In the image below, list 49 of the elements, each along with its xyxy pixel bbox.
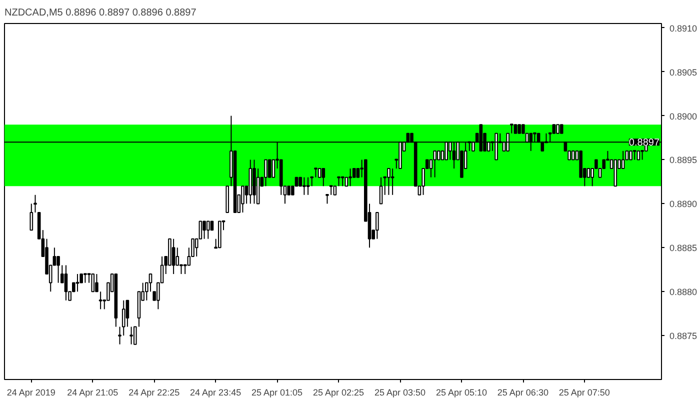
y-tick-label: 0.8900 [670, 111, 698, 122]
candlestick [176, 247, 180, 266]
candlestick [379, 176, 383, 204]
x-tick-label: 25 Apr 05:10 [436, 388, 487, 398]
y-tick-label: 0.8905 [670, 67, 698, 78]
candlestick [348, 168, 352, 187]
candlestick [91, 274, 95, 292]
y-tick-label: 0.8895 [670, 155, 698, 166]
candlestick [314, 168, 318, 178]
candlestick [241, 186, 244, 213]
x-tick-label: 25 Apr 03:50 [374, 388, 426, 398]
candlestick [329, 185, 333, 196]
candlestick [202, 220, 206, 240]
candlestick [95, 274, 98, 292]
candlestick [206, 220, 210, 240]
chart-title: NZDCAD,M5 0.8896 0.8897 0.8896 0.8897 [4, 8, 197, 18]
candlestick [306, 176, 310, 196]
candlestick [130, 326, 133, 345]
candlestick [433, 150, 436, 178]
y-tick-label: 0.8890 [670, 199, 698, 210]
candlestick [268, 159, 272, 178]
candlestick [387, 168, 390, 196]
x-tick-label: 24 Apr 2019 [6, 388, 56, 398]
y-tick-label: 0.8910 [670, 23, 698, 34]
candlestick [84, 273, 87, 284]
x-tick-label: 24 Apr 22:25 [128, 388, 180, 398]
candlestick [322, 168, 326, 187]
x-tick-label: 25 Apr 02:25 [312, 388, 364, 398]
candlestick [272, 159, 276, 178]
x-tick-label: 24 Apr 23:45 [190, 388, 242, 398]
x-tick-label: 25 Apr 01:05 [252, 388, 303, 398]
candlestick [122, 300, 126, 336]
candlestick [126, 300, 130, 328]
candlestick [376, 212, 379, 240]
x-tick-label: 25 Apr 06:30 [497, 388, 548, 398]
candlestick [390, 168, 394, 196]
y-tick-label: 0.8885 [670, 243, 698, 254]
candlestick [302, 176, 306, 196]
y-tick-label: 0.8875 [670, 331, 698, 342]
candlestick [64, 264, 68, 301]
candlestick [172, 238, 176, 275]
candlestick [56, 256, 60, 284]
candlestick [621, 150, 625, 170]
x-tick-label: 25 Apr 07:50 [558, 388, 610, 398]
candlestick [148, 274, 152, 292]
candlestick [98, 291, 102, 310]
x-tick-label: 24 Apr 21:05 [67, 388, 118, 398]
y-tick-label: 0.8880 [670, 287, 698, 298]
candlestick [264, 159, 268, 187]
